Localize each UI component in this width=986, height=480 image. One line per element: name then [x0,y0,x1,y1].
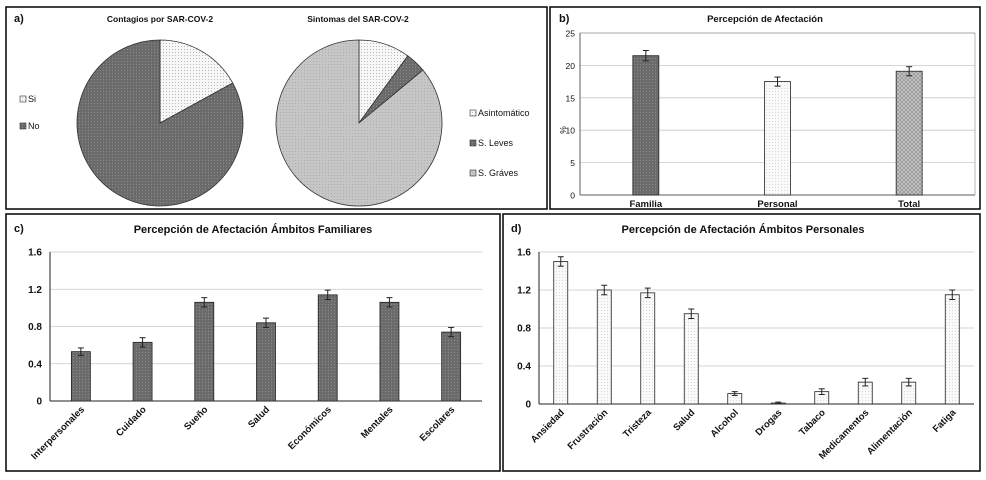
legend-label-s-leves: S. Leves [478,138,514,148]
bar-familia [632,55,660,196]
bar-mentales [379,301,400,402]
x-tick-label-alcohol: Alcohol [708,407,740,439]
legend-label-s-graves: S. Gráves [478,168,519,178]
pie-a2-title: Sintomas del SAR-COV-2 [307,14,409,24]
x-tick-label-drogas: Drogas [753,407,784,438]
panel-d-tag: d) [511,223,522,235]
panel-d-frame [502,213,981,472]
panel-c-tag: c) [14,223,24,235]
x-tick-label-interpersonales: Interpersonales [29,404,87,462]
x-tick-label-sueno: Sueño [182,404,210,432]
pie-slice-s-graves [275,39,443,207]
bar-economicos [317,294,338,402]
chart-b-title: Percepción de Afectación [707,14,823,25]
x-tick-label-ansiedad: Ansiedad [529,407,567,445]
x-tick-label-economicos: Económicos [286,404,334,452]
x-tick-label-tabaco: Tabaco [797,407,828,438]
y-tick-label: 0.8 [517,324,531,335]
panel-a-tag: a) [14,13,24,25]
x-tick-label-cuidado: Cuidado [114,404,149,439]
bar-frustracion [596,289,612,405]
x-tick-label-total: Total [898,199,920,210]
y-tick-label: 1.2 [28,285,42,296]
y-tick-label: 0.8 [28,322,42,333]
x-tick-label-tristeza: Tristeza [621,407,654,440]
y-tick-label: 0 [36,397,42,408]
bar-escolares [441,331,462,402]
chart-c-title: Percepción de Afectación Ámbitos Familia… [134,223,373,236]
bar-fatiga [944,294,960,405]
y-tick-label: 25 [566,29,576,39]
y-tick-label: 0 [570,191,575,201]
pie-slice-no [76,39,244,207]
legend-swatch-si [19,95,27,103]
x-tick-label-mentales: Mentales [359,404,396,441]
x-tick-label-escolares: Escolares [418,404,458,444]
bar-chart-ambitos-personales: Percepción de Afectación Ámbitos Persona… [517,223,974,462]
y-tick-label: 0 [525,400,531,411]
pie-slice-si [159,39,234,124]
panel-c-frame [5,213,501,472]
y-tick-label: 0.4 [517,362,531,373]
bar-chart-ambitos-familiares: Percepción de Afectación Ámbitos Familia… [28,223,482,462]
y-tick-label: 1.6 [517,248,531,259]
bar-salud [683,313,699,405]
y-tick-label: 1.2 [517,286,531,297]
bar-personal [764,81,791,196]
bar-total [895,70,923,196]
bar-sueno [194,301,215,402]
bar-chart-percepcion: Percepción de Afectación % 0 5 10 15 20 25 Fam… [558,14,976,210]
legend-swatch-s-leves [469,139,477,147]
legend-swatch-s-graves [469,169,477,177]
legend-label-asintomatico: Asintomático [478,108,530,118]
bar-tristeza [640,292,656,405]
bar-salud [256,322,276,402]
panel-a-frame [5,6,548,210]
panel-b-tag: b) [559,13,570,25]
legend-label-si: Si [28,94,36,104]
y-tick-label: 1.6 [28,248,42,259]
chart-b-ylabel: % [558,126,568,134]
x-tick-label-salud: Salud [246,404,272,430]
pie-a1-title: Contagios por SAR-COV-2 [107,14,214,24]
x-tick-label-alimentacion: Alimentación [865,407,915,457]
x-tick-label-personal: Personal [757,199,797,210]
y-tick-label: 0.4 [28,359,42,370]
bar-cuidado [132,341,153,402]
legend-swatch-asintomatico [469,109,477,117]
pie-chart-contagios: Contagios por SAR-COV-2 Si No [19,14,244,207]
bar-ansiedad [553,261,569,405]
pie-chart-sintomas: Sintomas del SAR-COV-2 Asintomático S. Le… [275,14,530,207]
x-tick-label-familia: Familia [629,199,662,210]
legend-swatch-no [19,122,27,130]
y-tick-label: 15 [566,93,576,103]
panel-b-frame [549,6,981,210]
chart-d-title: Percepción de Afectación Ámbitos Persona… [622,223,865,236]
x-tick-label-fatiga: Fatiga [931,407,959,435]
x-tick-label-salud: Salud [671,407,697,433]
bar-interpersonales [70,351,91,402]
y-tick-label: 5 [570,158,575,168]
legend-label-no: No [28,121,40,131]
x-tick-label-frustracion: Frustración [566,407,611,452]
y-tick-label: 10 [566,126,576,136]
y-tick-label: 20 [566,61,576,71]
